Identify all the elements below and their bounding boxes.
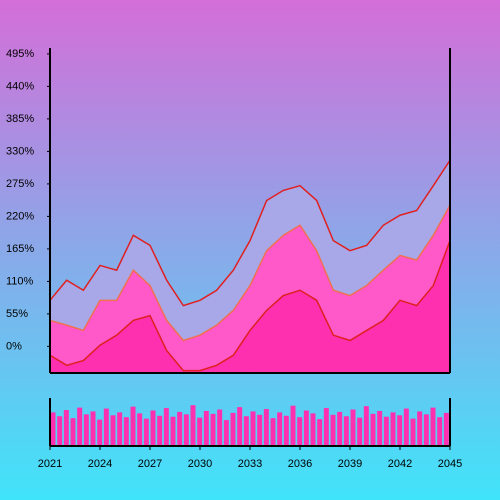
navigator-bar bbox=[50, 412, 56, 446]
navigator-bar bbox=[417, 411, 423, 446]
navigator-bar bbox=[197, 417, 203, 446]
navigator-bar bbox=[123, 417, 129, 446]
x-tick-label: 2027 bbox=[138, 458, 162, 470]
navigator-bar bbox=[343, 416, 349, 446]
navigator-bar bbox=[350, 409, 356, 446]
navigator-bar bbox=[183, 414, 189, 446]
navigator-bar bbox=[57, 416, 63, 446]
navigator-bar bbox=[423, 414, 429, 446]
navigator-bar bbox=[303, 410, 309, 446]
x-tick-label: 2039 bbox=[338, 458, 362, 470]
y-tick-label: 330% bbox=[6, 145, 34, 157]
navigator-bar bbox=[397, 415, 403, 446]
navigator-bar bbox=[223, 420, 229, 446]
y-tick-label: 0% bbox=[6, 340, 22, 352]
navigator-bar bbox=[297, 417, 303, 446]
x-tick-label: 2036 bbox=[288, 458, 312, 470]
navigator-bar bbox=[97, 419, 103, 446]
x-tick-label: 2024 bbox=[88, 458, 112, 470]
navigator-bar bbox=[430, 407, 436, 446]
navigator-bar bbox=[337, 411, 343, 446]
x-tick-label: 2045 bbox=[438, 458, 462, 470]
navigator-bar bbox=[190, 405, 196, 446]
line bbox=[50, 240, 450, 372]
navigator-bar bbox=[170, 416, 176, 446]
navigator-bar bbox=[363, 406, 369, 446]
area bbox=[50, 240, 450, 373]
navigator-bar bbox=[150, 410, 156, 446]
navigator-bar bbox=[237, 407, 243, 446]
x-tick-label: 2030 bbox=[188, 458, 212, 470]
navigator-bar bbox=[357, 417, 363, 446]
x-tick-label: 2021 bbox=[38, 458, 62, 470]
axes: 0% 55% 110% 165% 220% 275% 330% 385% 440% 495% 202… bbox=[6, 48, 462, 470]
navigator-bar bbox=[410, 418, 416, 446]
x-tick-label: 2033 bbox=[238, 458, 262, 470]
y-tick-label: 385% bbox=[6, 113, 34, 125]
navigator-bar bbox=[283, 415, 289, 446]
line bbox=[50, 204, 450, 342]
navigator-bar bbox=[323, 408, 329, 446]
navigator-bar bbox=[270, 418, 276, 446]
line bbox=[50, 159, 450, 307]
navigator-bar bbox=[217, 409, 223, 446]
navigator-bar bbox=[177, 411, 183, 446]
navigator-bar bbox=[330, 414, 336, 446]
navigator-bar bbox=[230, 412, 236, 446]
navigator-bar bbox=[203, 410, 209, 446]
navigator-bar bbox=[137, 413, 143, 446]
navigator-bar bbox=[257, 414, 263, 446]
navigator-bar bbox=[310, 413, 316, 446]
navigator-bar bbox=[143, 418, 149, 446]
navigator-bar bbox=[77, 407, 83, 446]
x-tick-label: 2042 bbox=[388, 458, 412, 470]
navigator-bar bbox=[443, 412, 449, 446]
navigator-bar bbox=[103, 408, 109, 446]
navigator-bar bbox=[110, 415, 116, 446]
navigator-bar bbox=[243, 416, 249, 446]
y-tick-label: 165% bbox=[6, 243, 34, 255]
y-tick-label: 440% bbox=[6, 80, 34, 92]
navigator-bar bbox=[390, 412, 396, 446]
navigator-bar bbox=[403, 408, 409, 446]
navigator-bar bbox=[90, 411, 96, 446]
navigator-bar bbox=[210, 413, 216, 446]
navigator-bar bbox=[63, 410, 69, 446]
navigator-bar bbox=[290, 405, 296, 446]
navigator-bar bbox=[83, 414, 89, 446]
y-tick-label: 55% bbox=[6, 308, 28, 320]
navigator-bar bbox=[370, 413, 376, 446]
y-tick-label: 220% bbox=[6, 210, 34, 222]
navigator-bar bbox=[157, 415, 163, 446]
y-tick-label: 275% bbox=[6, 178, 34, 190]
navigator-bar bbox=[277, 412, 283, 446]
navigator-bar bbox=[163, 408, 169, 446]
navigator-bar bbox=[437, 417, 443, 446]
navigator bbox=[50, 405, 449, 446]
navigator-bar bbox=[317, 419, 323, 446]
navigator-bar bbox=[263, 409, 269, 446]
navigator-bar bbox=[70, 418, 76, 446]
plot-area bbox=[50, 159, 450, 373]
navigator-bar bbox=[383, 416, 389, 446]
navigator-bar bbox=[250, 411, 256, 446]
navigator-bar bbox=[117, 412, 123, 446]
navigator-bar bbox=[377, 410, 383, 446]
y-tick-label: 110% bbox=[6, 275, 34, 287]
navigator-bar bbox=[130, 406, 136, 446]
y-tick-label: 495% bbox=[6, 48, 34, 60]
